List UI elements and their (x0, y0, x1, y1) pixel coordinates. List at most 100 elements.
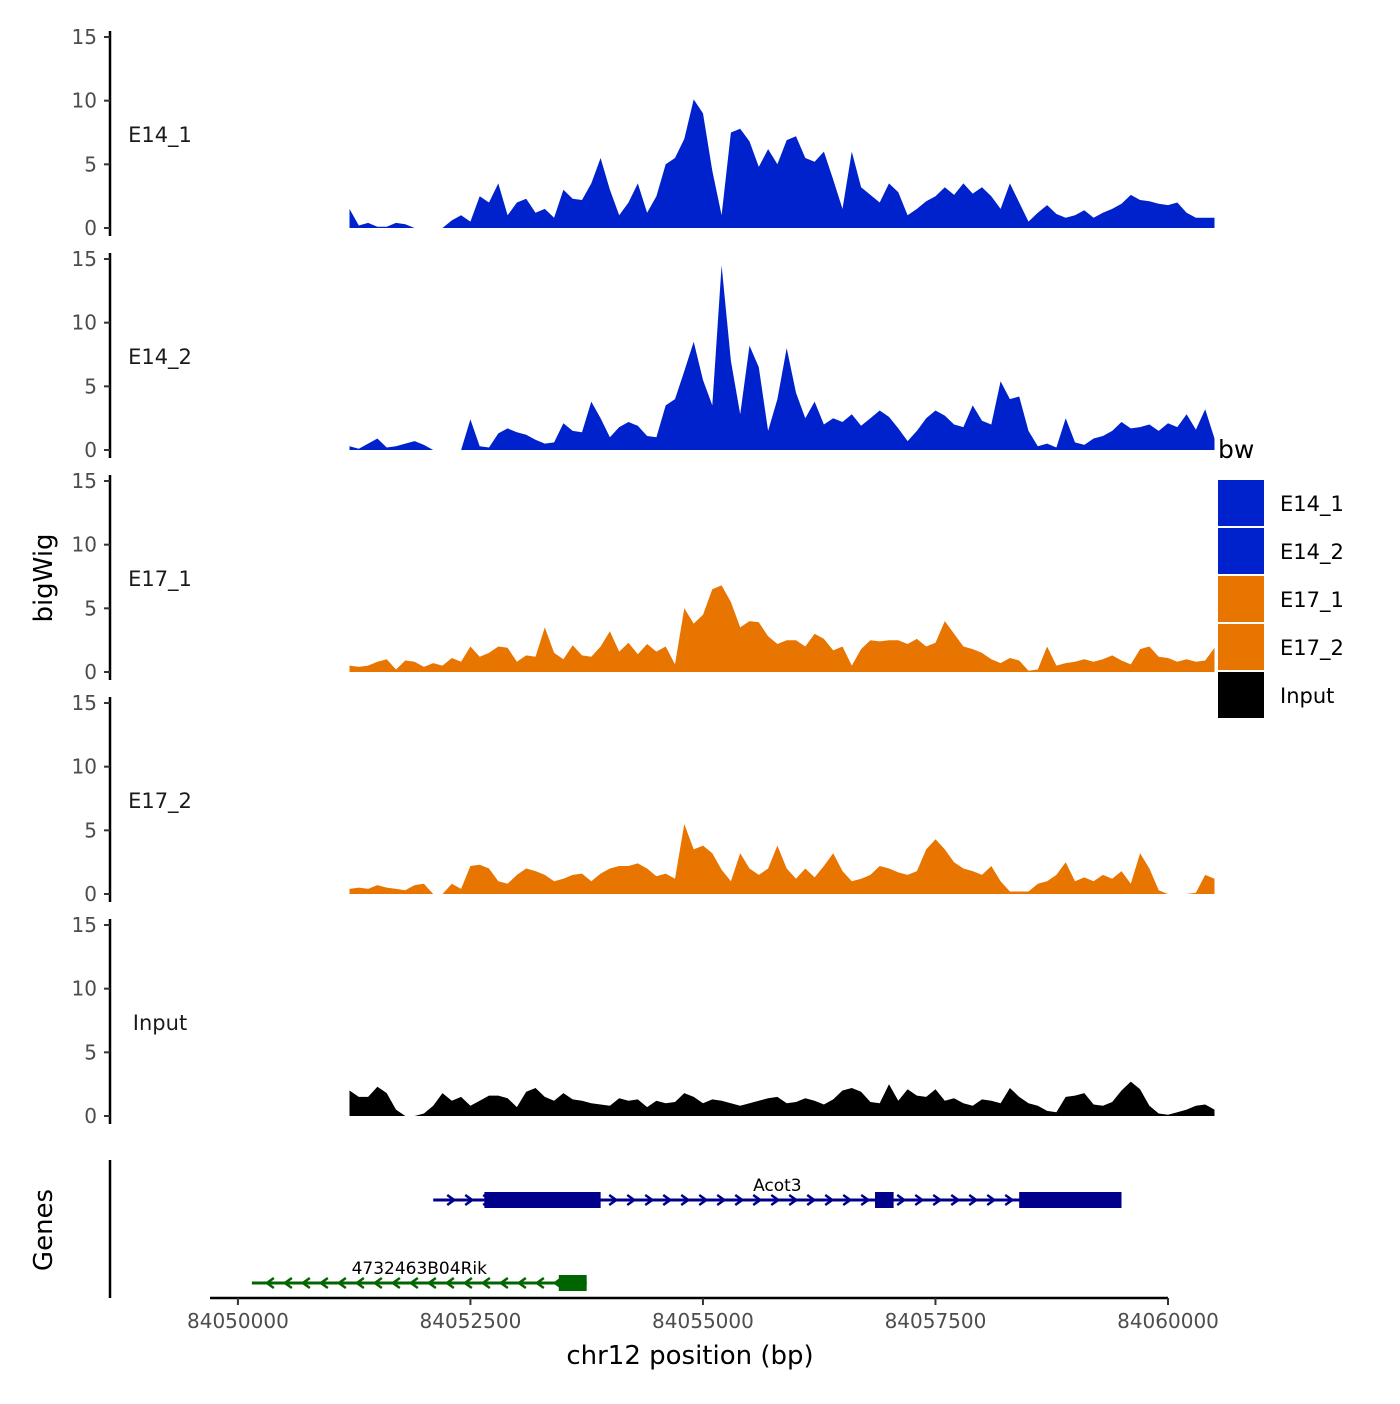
strand-arrow (626, 1193, 637, 1207)
track-E14_1: 0 5 10 15 E14_1 (72, 25, 1215, 240)
legend-label: E17_1 (1280, 588, 1344, 613)
signal-area-E14_1 (349, 99, 1215, 229)
track-label: Input (133, 1011, 187, 1035)
x-axis-label: chr12 position (bp) (566, 1341, 813, 1371)
exon-block (1019, 1192, 1122, 1208)
track-label: E17_2 (128, 789, 192, 814)
legend-title: bw (1218, 435, 1254, 464)
gene-label: Acot3 (753, 1176, 802, 1196)
legend-swatch (1218, 480, 1264, 526)
legend-swatch (1218, 576, 1264, 622)
y-tick-label: 10 (72, 89, 97, 113)
strand-arrow (498, 1276, 509, 1290)
y-tick-label: 15 (72, 25, 97, 49)
strand-arrow (336, 1276, 347, 1290)
legend-label: E14_2 (1280, 540, 1344, 565)
strand-arrow (464, 1193, 475, 1207)
y-tick-label: 0 (84, 216, 97, 240)
strand-arrow (788, 1193, 799, 1207)
legend-swatch (1218, 528, 1264, 574)
strand-arrow (426, 1276, 437, 1290)
strand-arrow (264, 1276, 275, 1290)
strand-arrow (446, 1193, 457, 1207)
y-tick-label: 15 (72, 691, 97, 715)
strand-arrow (698, 1193, 709, 1207)
strand-arrow (716, 1193, 727, 1207)
track-label: E17_1 (128, 567, 192, 592)
y-tick-label: 5 (84, 1040, 97, 1064)
x-tick-label: 84052500 (420, 1309, 522, 1333)
strand-arrow (914, 1193, 925, 1207)
track-E17_1: 0 5 10 15 E17_1 (72, 469, 1215, 684)
y-tick-label: 15 (72, 913, 97, 937)
y-tick-label: 5 (84, 374, 97, 398)
x-axis: 84050000 84052500 84055000 84057500 84060000 (187, 1296, 1219, 1333)
strand-arrow (896, 1193, 907, 1207)
genes-axis-label: Genes (29, 1189, 59, 1271)
exon-block (875, 1192, 894, 1208)
strand-arrow (842, 1193, 853, 1207)
track-E14_2: 0 5 10 15 E14_2 (72, 247, 1215, 462)
strand-arrow (354, 1276, 365, 1290)
strand-arrow (408, 1276, 419, 1290)
strand-arrow (968, 1193, 979, 1207)
y-tick-label: 0 (84, 1104, 97, 1128)
strand-arrow (824, 1193, 835, 1207)
y-tick-label: 0 (84, 882, 97, 906)
strand-arrow (806, 1193, 817, 1207)
strand-arrow (300, 1276, 311, 1290)
strand-arrow (462, 1276, 473, 1290)
strand-arrow (932, 1193, 943, 1207)
legend-label: E17_2 (1280, 636, 1344, 661)
signal-area-E14_2 (349, 265, 1215, 450)
signal-area-Input (349, 1081, 1215, 1116)
legend: bw E14_1 E14_2 E17_1 E17_2 Input (1218, 435, 1344, 718)
y-tick-label: 0 (84, 438, 97, 462)
x-tick-label: 84057500 (885, 1309, 987, 1333)
y-axis-label: bigWig (29, 533, 59, 622)
legend-entry-Input: Input (1218, 672, 1334, 718)
gene-label: 4732463B04Rik (352, 1259, 488, 1279)
strand-arrow (534, 1276, 545, 1290)
y-tick-label: 15 (72, 469, 97, 493)
y-tick-label: 10 (72, 977, 97, 1001)
x-tick-label: 84055000 (652, 1309, 754, 1333)
track-Input: 0 5 10 15 Input (72, 913, 1215, 1128)
strand-arrow (734, 1193, 745, 1207)
strand-arrow (608, 1193, 619, 1207)
strand-arrow (516, 1276, 527, 1290)
strand-arrow (644, 1193, 655, 1207)
strand-arrow (752, 1193, 763, 1207)
strand-arrow (986, 1193, 997, 1207)
y-tick-label: 10 (72, 311, 97, 335)
exon-block (558, 1275, 587, 1291)
strand-arrow (680, 1193, 691, 1207)
genes-panel: Acot3 4732463B04Rik (108, 1160, 1122, 1298)
x-tick-label: 84060000 (1117, 1309, 1219, 1333)
track-label: E14_1 (128, 123, 192, 148)
track-E17_2: 0 5 10 15 E17_2 (72, 691, 1215, 906)
strand-arrow (1004, 1193, 1015, 1207)
y-tick-label: 15 (72, 247, 97, 271)
legend-entry-E17_2: E17_2 (1218, 624, 1344, 670)
track-label: E14_2 (128, 345, 192, 370)
strand-arrow (950, 1193, 961, 1207)
y-tick-label: 10 (72, 533, 97, 557)
strand-arrow (480, 1276, 491, 1290)
strand-arrow (318, 1276, 329, 1290)
legend-swatch (1218, 624, 1264, 670)
exon-block (484, 1192, 601, 1208)
gene-4732463B04Rik: 4732463B04Rik (251, 1259, 587, 1291)
legend-label: Input (1280, 684, 1334, 708)
legend-entry-E14_2: E14_2 (1218, 528, 1344, 574)
y-tick-label: 5 (84, 152, 97, 176)
x-tick-label: 84050000 (187, 1309, 289, 1333)
legend-label: E14_1 (1280, 492, 1344, 517)
signal-tracks: 0 5 10 15 E14_1 0 5 10 15 E14_2 0 5 10 15 E17_1 0 5 10 15 E… (72, 25, 1215, 1128)
strand-arrow (390, 1276, 401, 1290)
strand-arrow (444, 1276, 455, 1290)
strand-arrow (282, 1276, 293, 1290)
signal-area-E17_2 (349, 824, 1215, 894)
